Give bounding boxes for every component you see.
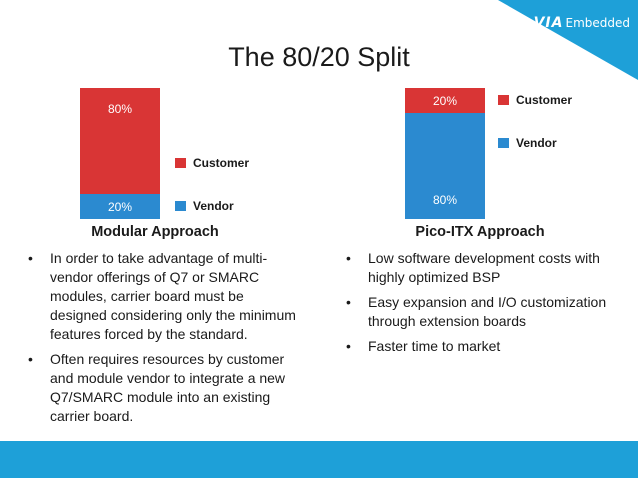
customer-swatch [175, 157, 186, 168]
pico-customer-segment: 20% [405, 88, 485, 113]
pico-customer-pct: 20% [432, 94, 458, 108]
pico-bullet-list: Low software development costs with high… [340, 249, 630, 362]
pico-legend-vendor: Vendor [498, 136, 557, 150]
vendor-swatch [498, 137, 509, 148]
brand-logo-via: VIA [533, 15, 564, 31]
modular-legend-vendor-label: Vendor [193, 199, 234, 213]
modular-legend-customer-label: Customer [193, 156, 250, 170]
pico-heading: Pico-ITX Approach [415, 224, 545, 240]
modular-bullet: In order to take advantage of multi-vend… [22, 249, 304, 344]
brand-logo-embedded: Embedded [565, 16, 630, 30]
pico-bullet: Easy expansion and I/O customization thr… [340, 293, 630, 331]
vendor-swatch [175, 200, 186, 211]
slide-title: The 80/20 Split [228, 42, 410, 72]
modular-vendor-segment: 20% [80, 194, 160, 219]
modular-bullet-list: In order to take advantage of multi-vend… [22, 249, 304, 432]
corner-accent [498, 0, 638, 80]
pico-legend-customer-label: Customer [516, 93, 573, 107]
modular-vendor-pct: 20% [107, 200, 133, 214]
modular-bar: 80% 20% [80, 88, 160, 219]
modular-customer-segment: 80% [80, 88, 160, 194]
pico-vendor-segment: 80% [405, 113, 485, 219]
pico-bar: 20% 80% [405, 88, 485, 219]
pico-bullet: Faster time to market [340, 337, 630, 356]
pico-vendor-pct: 80% [432, 193, 458, 207]
pico-bullet: Low software development costs with high… [340, 249, 630, 287]
modular-customer-pct: 80% [107, 102, 133, 116]
customer-swatch [498, 94, 509, 105]
brand-logo: VIA Embedded [534, 12, 630, 31]
modular-bullet: Often requires resources by customer and… [22, 350, 304, 426]
pico-legend-customer: Customer [498, 93, 572, 107]
pico-legend-vendor-label: Vendor [516, 136, 557, 150]
footer-band [0, 441, 638, 478]
modular-heading: Modular Approach [91, 224, 219, 240]
modular-legend-vendor: Vendor [175, 199, 234, 213]
modular-legend-customer: Customer [175, 156, 249, 170]
